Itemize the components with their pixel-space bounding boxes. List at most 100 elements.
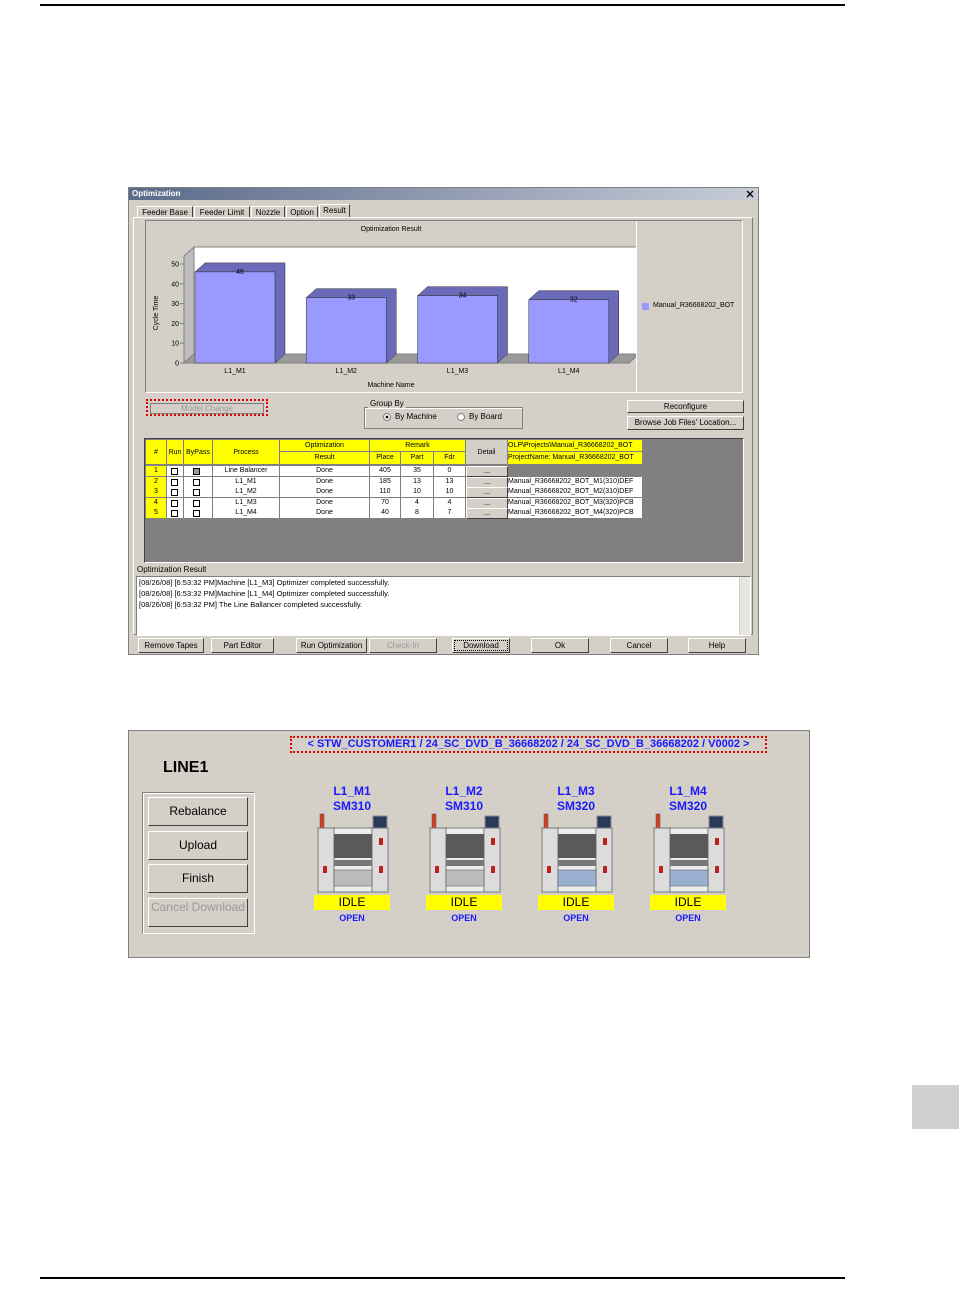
indicator [603,838,607,845]
dialog-button[interactable]: Remove Tapes [138,638,204,653]
table-cell: 0 [434,466,466,477]
checkbox[interactable] [171,478,178,486]
table-cell: 10 [401,487,434,499]
tab[interactable]: Feeder Base [137,206,193,218]
line-button[interactable]: Finish [148,864,248,893]
table-header: Detail [466,440,508,465]
y-tick-label: 10 [171,341,179,348]
conveyor [446,860,484,866]
dialog-button[interactable]: Part Editor [211,638,274,653]
table-cell: Manual_R36668202_BOT_M3(320)PCB [508,497,643,509]
job-header: < STW_CUSTOMER1 / 24_SC_DVD_B_36668202 /… [290,736,767,753]
browse-button[interactable]: Browse Job Files' Location... [627,416,744,430]
line-button[interactable]: Rebalance [148,797,248,826]
top-rule [40,4,845,6]
table-cell: L1_M1 [213,476,280,488]
table-cell: Done [280,466,370,477]
table-cell: 13 [434,476,466,488]
log-line: [08/26/08] [6:53:32 PM]Machine [L1_M4] O… [139,589,390,598]
scrollbar [739,577,750,635]
table-cell: 40 [370,508,401,520]
y-tick-label: 40 [171,281,179,288]
line-panel: < STW_CUSTOMER1 / 24_SC_DVD_B_36668202 /… [128,730,810,958]
tab[interactable]: Nozzle [251,206,285,218]
tab[interactable]: Option [286,206,318,218]
table-cell: 5 [146,508,167,520]
table-path: OLP\Projects\Manual_R36668202_BOT [508,440,643,452]
legend-panel: Manual_R36668202_BOT [636,221,742,392]
machine-state: OPEN [675,913,701,923]
checkbox[interactable] [193,468,200,475]
checkbox[interactable] [193,499,200,507]
dialog-button[interactable]: Run Optimization [296,638,367,653]
detail-button[interactable]: ... [466,487,508,499]
radio-label[interactable]: By Board [469,412,502,421]
feeder [669,869,709,887]
machine-status: IDLE [426,895,502,910]
machine-icon[interactable] [651,812,727,894]
detail-button[interactable]: ... [466,508,508,520]
y-axis-label: Cycle Time [153,296,160,331]
group-by-box [364,407,523,429]
radio[interactable] [457,413,465,421]
indicator [435,866,439,873]
head [334,834,372,858]
legend-swatch [642,303,649,310]
log-line: [08/26/08] [6:53:32 PM] The Line Ballanc… [139,600,363,609]
close-button[interactable] [746,190,754,198]
checkbox[interactable] [171,489,178,497]
dialog-button[interactable]: Help [688,638,746,653]
dialog-button[interactable]: Check-In [369,638,437,653]
checkbox[interactable] [193,478,200,486]
radio-label[interactable]: By Machine [395,412,437,421]
feeder [557,869,597,887]
conveyor [558,860,596,866]
tab[interactable]: Feeder Limit [194,206,250,218]
table-cell: Done [280,508,370,520]
detail-button[interactable]: ... [466,497,508,509]
body-right [707,827,725,893]
table-cell: Manual_R36668202_BOT_M2(310)DEF [508,487,643,499]
x-tick-label: L1_M4 [558,368,580,375]
table-header: Result [280,452,370,465]
checkbox[interactable] [171,510,178,518]
dialog-button[interactable]: Download [452,638,510,653]
checkbox[interactable] [193,489,200,497]
model-change-label[interactable]: Model Change [150,403,264,414]
bottom-rule [40,1277,845,1279]
checkbox[interactable] [171,499,178,507]
monitor [484,815,500,829]
body-left [429,827,447,893]
log-box: [08/26/08] [6:53:32 PM]Machine [L1_M3] O… [136,576,751,636]
table-cell: 4 [401,497,434,509]
y-tick-label: 20 [171,321,179,328]
table-cell: 405 [370,466,401,477]
table-cell: 8 [401,508,434,520]
title-bar: Optimization [129,188,758,200]
table-header: Remark [370,440,466,452]
machine-icon[interactable] [427,812,503,894]
machine-icon[interactable] [315,812,391,894]
line-button[interactable]: Cancel Download [148,897,248,927]
reconfigure-button[interactable]: Reconfigure [627,400,744,413]
indicator [547,866,551,873]
checkbox[interactable] [193,510,200,518]
model-change-button[interactable]: Model Change [146,399,268,416]
radio[interactable] [383,413,391,421]
machine-icon[interactable] [539,812,615,894]
table-cell: Line Balancer [213,466,280,477]
dialog-button[interactable]: Cancel [610,638,668,653]
line-button[interactable]: Upload [148,830,248,860]
dialog-button[interactable]: Ok [531,638,589,653]
monitor [596,815,612,829]
checkbox[interactable] [171,468,178,475]
tab[interactable]: Result [319,204,350,218]
detail-button[interactable]: ... [466,476,508,488]
body-left [317,827,335,893]
table-cell: 4 [146,497,167,509]
machine-status: IDLE [314,895,390,910]
body-left [653,827,671,893]
detail-button[interactable]: ... [466,466,508,477]
table-header: Fdr [434,452,466,465]
